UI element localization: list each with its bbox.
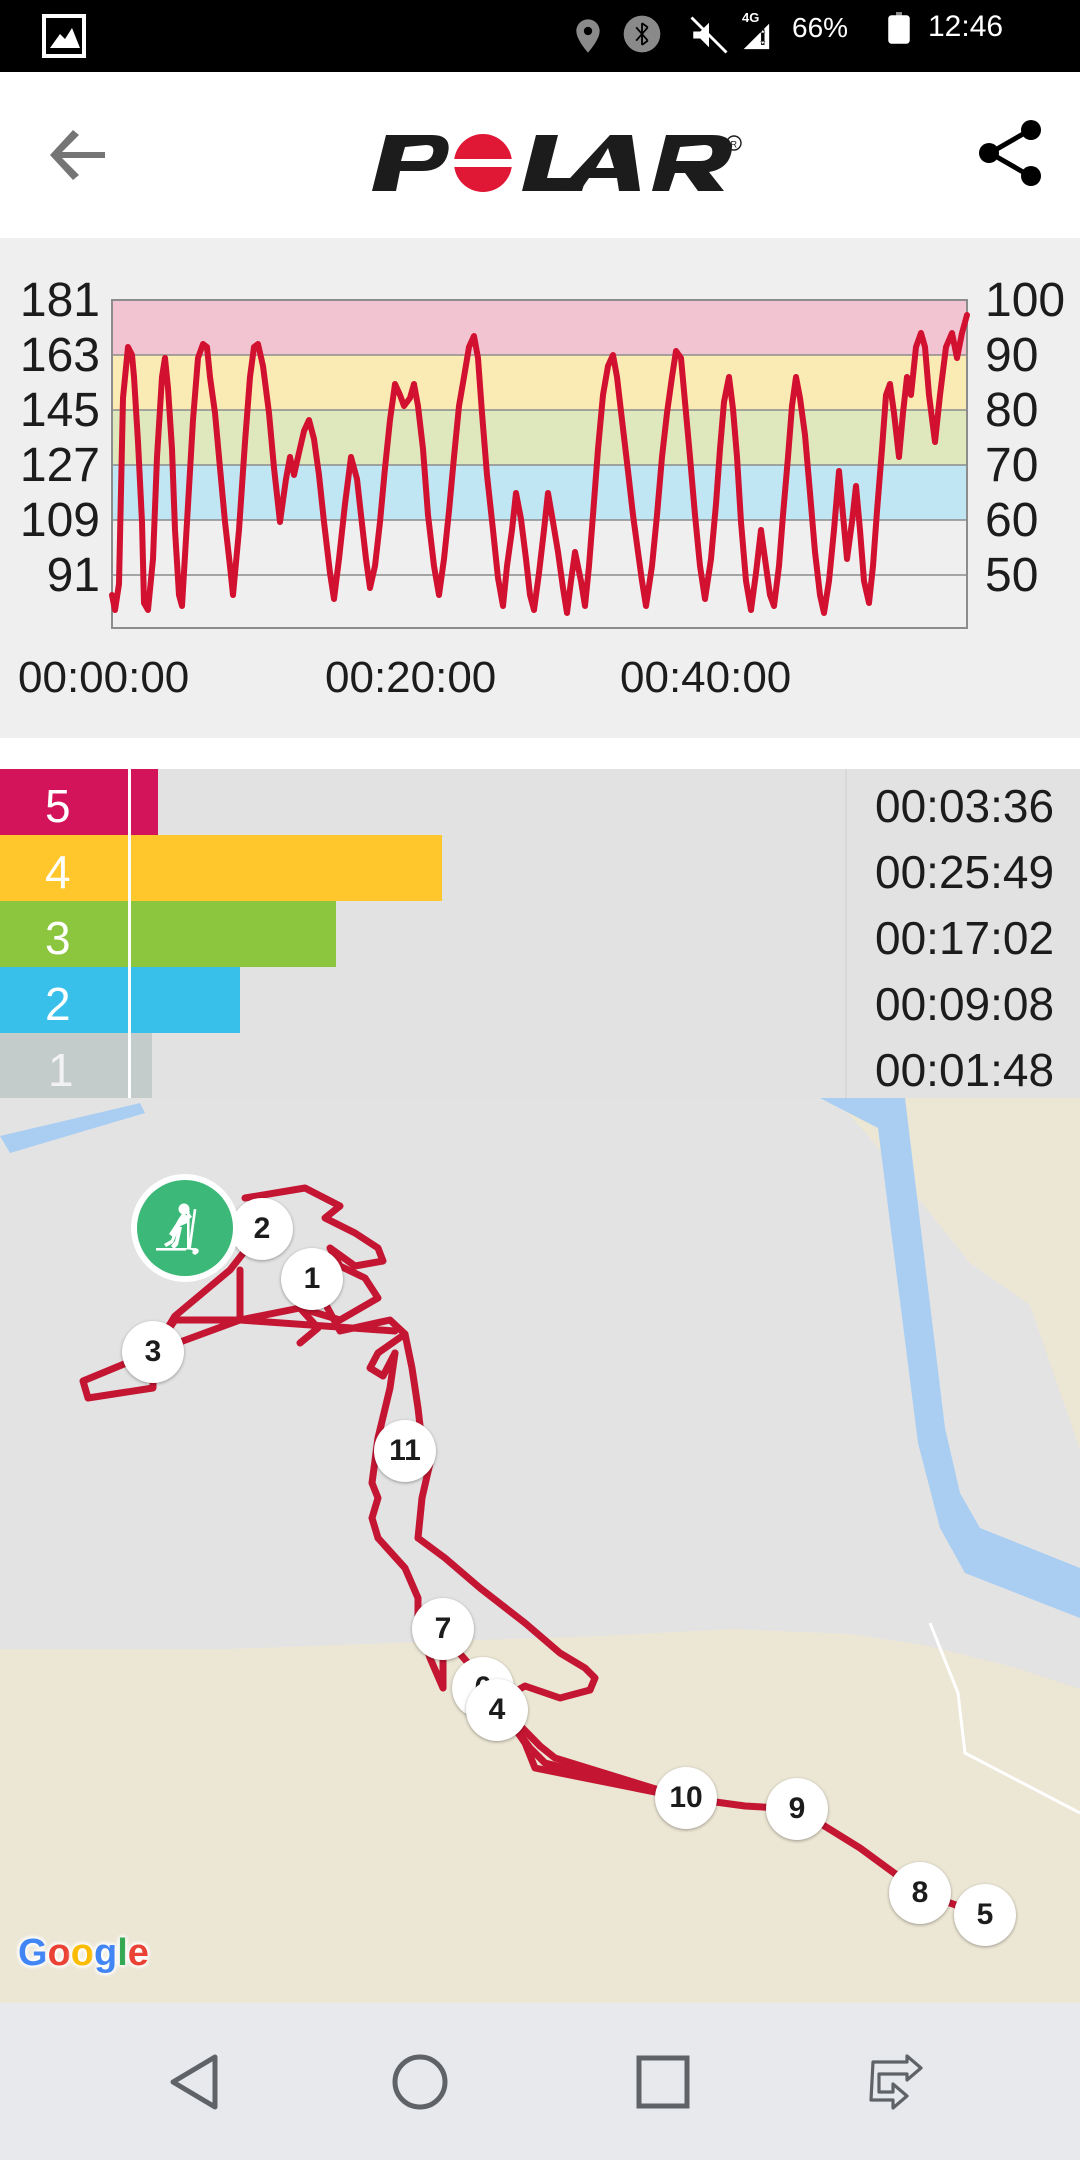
svg-text:181: 181 <box>20 274 100 327</box>
svg-text:91: 91 <box>47 549 100 602</box>
svg-text:00:20:00: 00:20:00 <box>325 653 496 702</box>
svg-text:70: 70 <box>985 439 1038 492</box>
svg-text:00:00:00: 00:00:00 <box>18 653 189 702</box>
svg-text:80: 80 <box>985 384 1038 437</box>
svg-text:60: 60 <box>985 494 1038 547</box>
svg-text:50: 50 <box>985 549 1038 602</box>
svg-text:90: 90 <box>985 329 1038 382</box>
svg-text:100: 100 <box>985 274 1065 327</box>
svg-text:163: 163 <box>20 329 100 382</box>
svg-text:109: 109 <box>20 494 100 547</box>
svg-text:R: R <box>731 140 738 150</box>
svg-text:145: 145 <box>20 384 100 437</box>
svg-text:00:40:00: 00:40:00 <box>620 653 791 702</box>
svg-text:127: 127 <box>20 439 100 492</box>
